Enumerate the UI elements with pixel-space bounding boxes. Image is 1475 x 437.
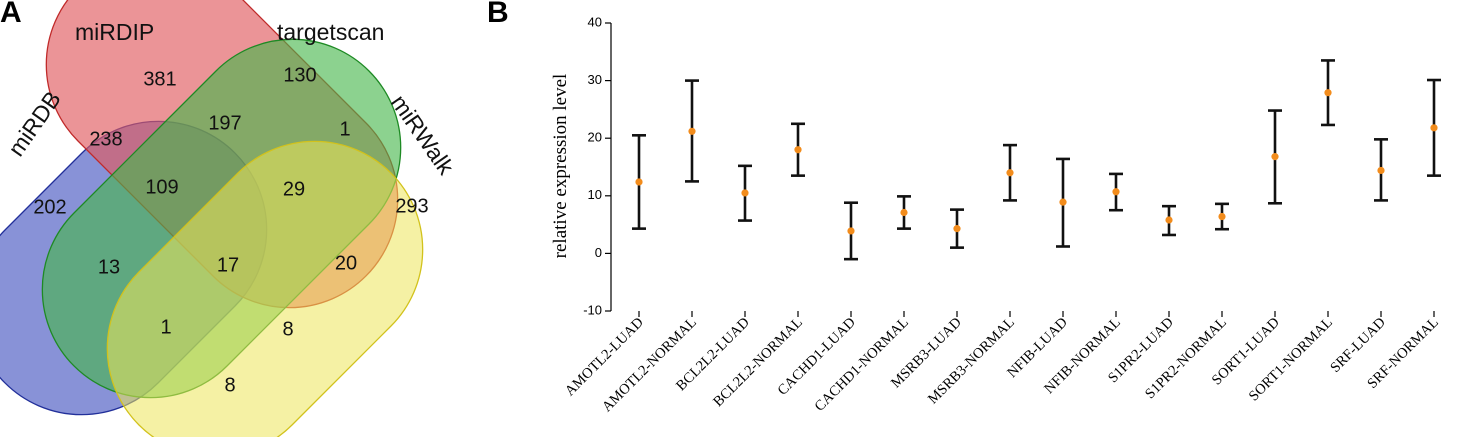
x-ticks bbox=[638, 311, 1435, 317]
errorbar-group bbox=[1162, 204, 1176, 237]
panel-label-a: A bbox=[0, 0, 22, 29]
y-tick-label: 40 bbox=[588, 14, 602, 29]
venn-diagram: miRDIP targetscan miRDB miRWalk 381 130 … bbox=[0, 0, 460, 437]
region-count: 1 bbox=[339, 118, 350, 140]
errorbar-group bbox=[1003, 143, 1017, 202]
data-point bbox=[635, 178, 643, 186]
errorbar-group bbox=[1056, 157, 1070, 248]
region-count: 202 bbox=[33, 196, 66, 218]
y-axis-title: relative expression level bbox=[550, 74, 571, 259]
x-tick-labels: AMOTL2-LUADAMOTL2-NORMALBCL2L2-LUADBCL2L… bbox=[562, 315, 1442, 416]
region-count: 8 bbox=[282, 318, 293, 340]
errorbar-group bbox=[1268, 109, 1282, 205]
data-point bbox=[953, 225, 961, 233]
errorbar-group bbox=[791, 122, 805, 177]
errorbar-group bbox=[632, 134, 646, 230]
region-count: 29 bbox=[283, 178, 305, 200]
panel-label-b: B bbox=[487, 0, 509, 29]
region-count: 17 bbox=[217, 254, 239, 276]
data-point bbox=[794, 146, 802, 154]
errorbar-group bbox=[844, 201, 858, 261]
region-count: 8 bbox=[224, 374, 235, 396]
y-tick-label: 10 bbox=[588, 187, 602, 202]
data-marks bbox=[632, 59, 1441, 261]
data-point bbox=[1218, 212, 1226, 221]
region-count: 109 bbox=[145, 176, 178, 198]
errorbar-group bbox=[685, 79, 699, 183]
errorbar-group bbox=[897, 195, 911, 230]
data-point bbox=[1112, 188, 1120, 196]
errorbar-chart: -10 0 10 20 30 40 AMOTL2-LUADAMOTL2-NORMALBCL… bbox=[550, 14, 1442, 415]
region-count: 13 bbox=[98, 256, 120, 278]
set-label-mirdb: miRDB bbox=[3, 86, 66, 161]
data-point bbox=[1059, 198, 1067, 206]
data-point bbox=[1324, 89, 1332, 97]
region-count: 381 bbox=[143, 68, 176, 90]
set-label-targetscan: targetscan bbox=[277, 19, 384, 45]
region-count: 1 bbox=[160, 316, 171, 338]
data-point bbox=[741, 189, 749, 197]
errorbar-group bbox=[950, 208, 964, 249]
errorbar-group bbox=[1374, 138, 1388, 202]
y-ticks: -10 0 10 20 30 40 bbox=[583, 14, 611, 317]
x-tick-label: BCL2L2-NORMAL bbox=[710, 315, 806, 411]
region-count: 20 bbox=[335, 252, 357, 274]
data-point bbox=[1377, 166, 1385, 175]
y-tick-label: 20 bbox=[588, 130, 602, 145]
data-point bbox=[1430, 124, 1438, 132]
region-count: 130 bbox=[283, 64, 316, 86]
errorbar-group bbox=[738, 164, 752, 222]
errorbar-group bbox=[1427, 78, 1441, 177]
data-point bbox=[847, 227, 855, 235]
set-label-mirdip: miRDIP bbox=[75, 19, 154, 45]
data-point bbox=[900, 208, 908, 217]
y-tick-label: -10 bbox=[583, 302, 602, 317]
region-count: 238 bbox=[89, 128, 122, 150]
errorbar-group bbox=[1109, 172, 1123, 212]
data-point bbox=[688, 127, 696, 135]
data-point bbox=[1165, 216, 1173, 224]
y-tick-label: 30 bbox=[588, 72, 602, 87]
region-count: 197 bbox=[208, 112, 241, 134]
x-tick-label: CACHD1-NORMAL bbox=[812, 315, 912, 415]
region-count: 293 bbox=[395, 195, 428, 217]
errorbar-group bbox=[1215, 202, 1229, 231]
y-tick-label: 0 bbox=[595, 245, 602, 260]
errorbar-group bbox=[1321, 59, 1335, 127]
data-point bbox=[1006, 169, 1014, 177]
x-tick-label: AMOTL2-NORMAL bbox=[599, 315, 700, 416]
venn-set-mirwalk bbox=[106, 140, 424, 437]
data-point bbox=[1271, 153, 1279, 161]
